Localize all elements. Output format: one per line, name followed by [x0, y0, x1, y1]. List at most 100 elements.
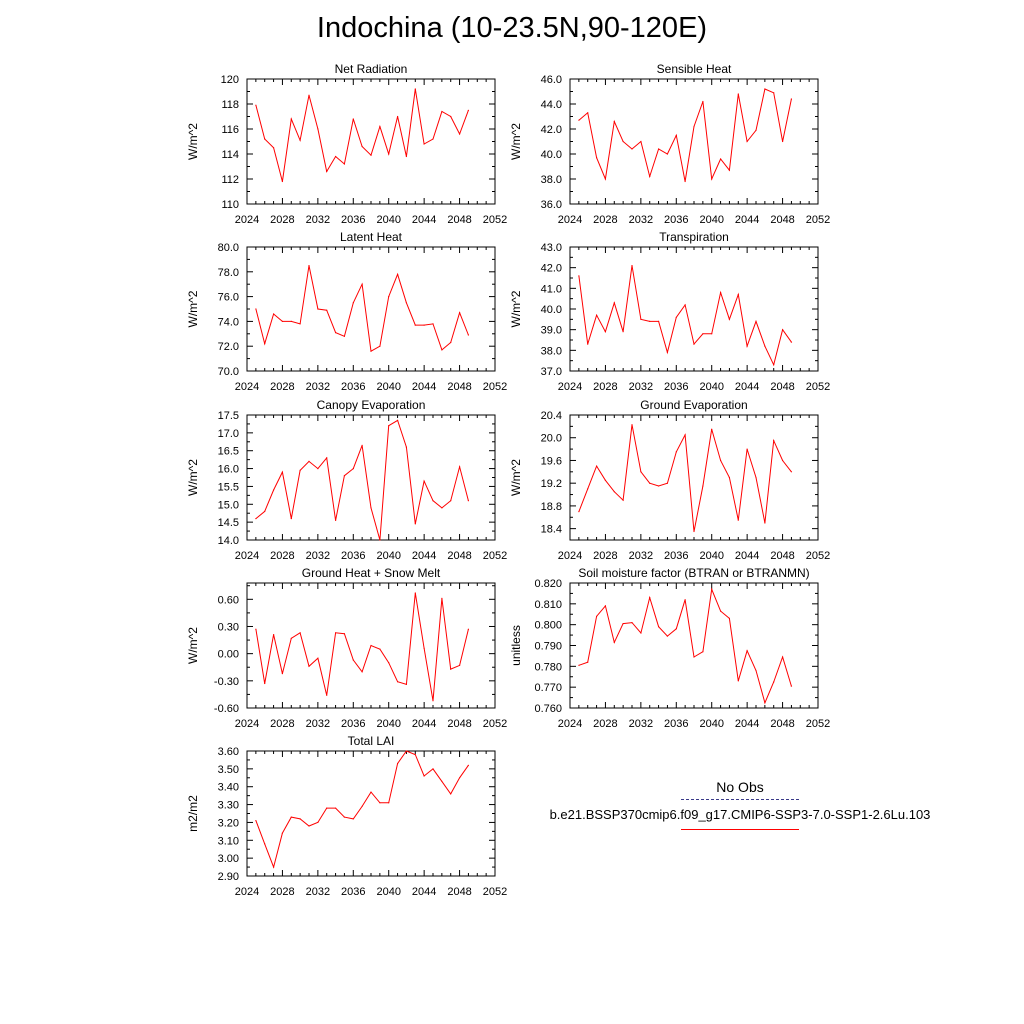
data-point — [622, 499, 624, 501]
panel-title: Sensible Heat — [657, 62, 732, 76]
x-tick-label: 2028 — [270, 214, 294, 226]
data-point — [432, 700, 434, 702]
data-point — [622, 140, 624, 143]
y-tick-label: 120 — [221, 74, 239, 86]
data-point — [423, 647, 425, 649]
y-tick-label: 3.10 — [218, 835, 239, 847]
data-point — [388, 296, 390, 298]
data-point — [467, 628, 469, 630]
x-tick-label: 2052 — [806, 381, 830, 393]
y-tick-label: 116 — [221, 124, 239, 136]
data-point — [773, 92, 775, 94]
data-point — [613, 641, 615, 644]
x-tick-label: 2028 — [593, 381, 617, 393]
y-tick-label: 110 — [221, 199, 239, 211]
y-tick-label: 76.0 — [218, 292, 239, 304]
data-point — [405, 750, 407, 752]
data-point — [264, 843, 266, 845]
y-tick-label: 40.0 — [541, 304, 562, 316]
data-point — [299, 632, 301, 634]
data-point — [273, 866, 275, 868]
y-axis-label: W/m^2 — [186, 459, 200, 496]
data-point — [397, 762, 399, 765]
data-point — [764, 702, 766, 704]
plot-frame — [246, 414, 496, 541]
y-tick-label: 0.820 — [534, 578, 562, 590]
x-tick-label: 2024 — [558, 550, 582, 562]
x-tick-label: 2052 — [483, 718, 507, 730]
x-tick-label: 2040 — [699, 718, 723, 730]
data-point — [720, 610, 722, 612]
data-point — [326, 457, 328, 459]
y-tick-label: 3.60 — [218, 746, 239, 758]
data-point — [290, 637, 292, 639]
data-point — [711, 588, 713, 590]
data-point — [361, 283, 363, 285]
y-axis-label: W/m^2 — [509, 459, 523, 496]
data-point — [264, 682, 266, 685]
x-tick-label: 2032 — [306, 381, 330, 393]
panel-8: 2024 2028 2032 2036 2040 2044 2048 2052 2.90 3.00… — [186, 734, 507, 898]
series-line — [255, 750, 469, 869]
y-axis-label: W/m^2 — [186, 123, 200, 160]
y-tick-label: 0.780 — [534, 661, 562, 673]
y-tick-label: 78.0 — [218, 267, 239, 279]
x-tick-label: 2052 — [483, 886, 507, 898]
data-point — [397, 115, 399, 118]
data-point — [264, 510, 266, 512]
data-point — [352, 468, 354, 470]
data-point — [467, 334, 469, 336]
data-point — [290, 816, 292, 818]
x-tick-label: 2032 — [629, 381, 653, 393]
x-tick-label: 2024 — [558, 718, 582, 730]
x-tick-label: 2024 — [235, 381, 259, 393]
x-tick-label: 2048 — [447, 381, 471, 393]
data-point — [397, 273, 399, 275]
data-point — [414, 592, 416, 594]
data-point — [441, 349, 443, 351]
panel-5: 2024 2028 2032 2036 2040 2044 2048 2052 18.4 18.8… — [509, 398, 830, 562]
x-tick-label: 2044 — [412, 381, 436, 393]
data-point — [737, 680, 739, 682]
data-point — [352, 118, 354, 120]
y-tick-label: 114 — [221, 149, 239, 161]
data-point — [343, 163, 345, 165]
data-point — [423, 775, 425, 777]
data-point — [658, 320, 660, 322]
series-line — [255, 265, 469, 352]
data-point — [432, 138, 434, 140]
x-tick-label: 2040 — [376, 886, 400, 898]
x-tick-label: 2052 — [483, 550, 507, 562]
data-point — [622, 331, 624, 333]
data-point — [459, 312, 461, 314]
data-point — [613, 491, 615, 493]
data-point — [255, 308, 257, 310]
x-tick-label: 2044 — [735, 214, 759, 226]
data-point — [666, 635, 669, 637]
data-point — [604, 178, 607, 180]
data-point — [317, 657, 319, 659]
data-point — [273, 489, 275, 491]
data-point — [728, 476, 731, 479]
data-point — [432, 323, 434, 325]
data-point — [467, 500, 469, 502]
x-tick-label: 2036 — [341, 381, 365, 393]
data-point — [684, 180, 686, 183]
data-point — [370, 791, 372, 793]
data-point — [578, 664, 580, 666]
data-point — [578, 275, 580, 277]
x-tick-label: 2052 — [806, 214, 830, 226]
data-point — [596, 465, 598, 467]
data-point — [326, 694, 328, 696]
data-point — [255, 820, 257, 822]
data-point — [764, 345, 766, 347]
x-tick-label: 2028 — [270, 718, 294, 730]
data-point — [737, 93, 739, 95]
data-point — [388, 153, 390, 155]
x-tick-label: 2036 — [664, 550, 688, 562]
x-tick-label: 2052 — [483, 381, 507, 393]
data-point — [702, 485, 704, 487]
data-point — [764, 522, 766, 524]
data-point — [649, 482, 651, 484]
